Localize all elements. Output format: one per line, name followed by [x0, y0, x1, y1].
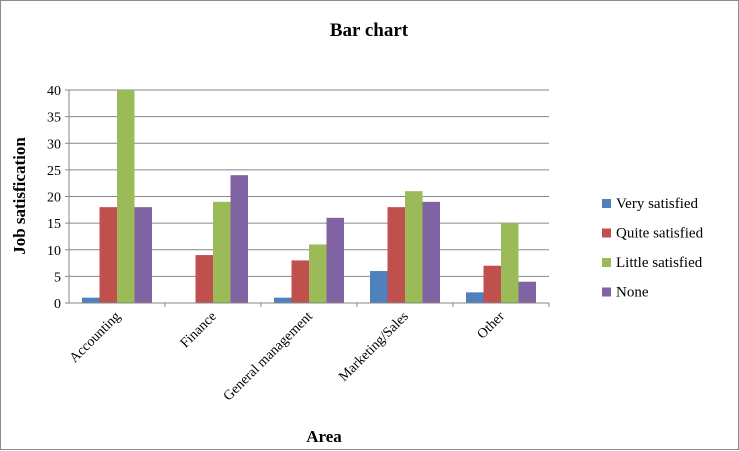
bar [370, 271, 388, 303]
bar [309, 244, 327, 303]
bar [274, 297, 292, 303]
bar [422, 201, 440, 303]
x-tick-label: Accounting [67, 309, 124, 366]
bar [134, 207, 152, 303]
legend-swatch [602, 258, 611, 267]
x-tick-label: Other [475, 309, 508, 342]
y-tick-label: 40 [47, 84, 61, 99]
legend-label: Very satisfied [616, 196, 699, 212]
y-tick-label: 5 [54, 270, 61, 285]
x-axis-label: Area [306, 427, 342, 446]
bar [387, 207, 405, 303]
legend-label: Quite satisfied [616, 226, 704, 242]
legend: Very satisfied Quite satisfied Little sati… [602, 196, 704, 301]
x-tick-label: Finance [178, 309, 220, 351]
bar [466, 292, 484, 303]
bar [326, 217, 344, 303]
bar [213, 201, 231, 303]
y-tick-label: 25 [47, 164, 61, 179]
legend-swatch [602, 199, 611, 208]
y-tick-label: 30 [47, 137, 61, 152]
y-tick-label: 35 [47, 111, 61, 126]
y-tick-label: 20 [47, 191, 61, 206]
bar [405, 191, 423, 303]
bar [518, 281, 536, 303]
bar [483, 265, 501, 303]
bar [291, 260, 309, 303]
bar [99, 207, 117, 303]
x-tick-label: General management [221, 309, 316, 404]
bar [117, 90, 135, 303]
legend-label: None [616, 285, 649, 301]
x-tick-label: Marketing/Sales [336, 309, 411, 384]
legend-label: Little satisfied [616, 255, 703, 271]
bar [82, 297, 100, 303]
legend-swatch [602, 287, 611, 297]
bar [195, 255, 213, 303]
y-tick-label: 10 [47, 244, 61, 259]
y-axis-label: Job satisfication [10, 137, 29, 255]
bar [501, 223, 519, 303]
y-tick-label: 15 [47, 217, 61, 232]
legend-swatch [602, 228, 611, 238]
y-tick-label: 0 [54, 297, 61, 312]
bars [82, 90, 536, 303]
bar [230, 175, 248, 303]
chart-title: Bar chart [330, 20, 409, 41]
